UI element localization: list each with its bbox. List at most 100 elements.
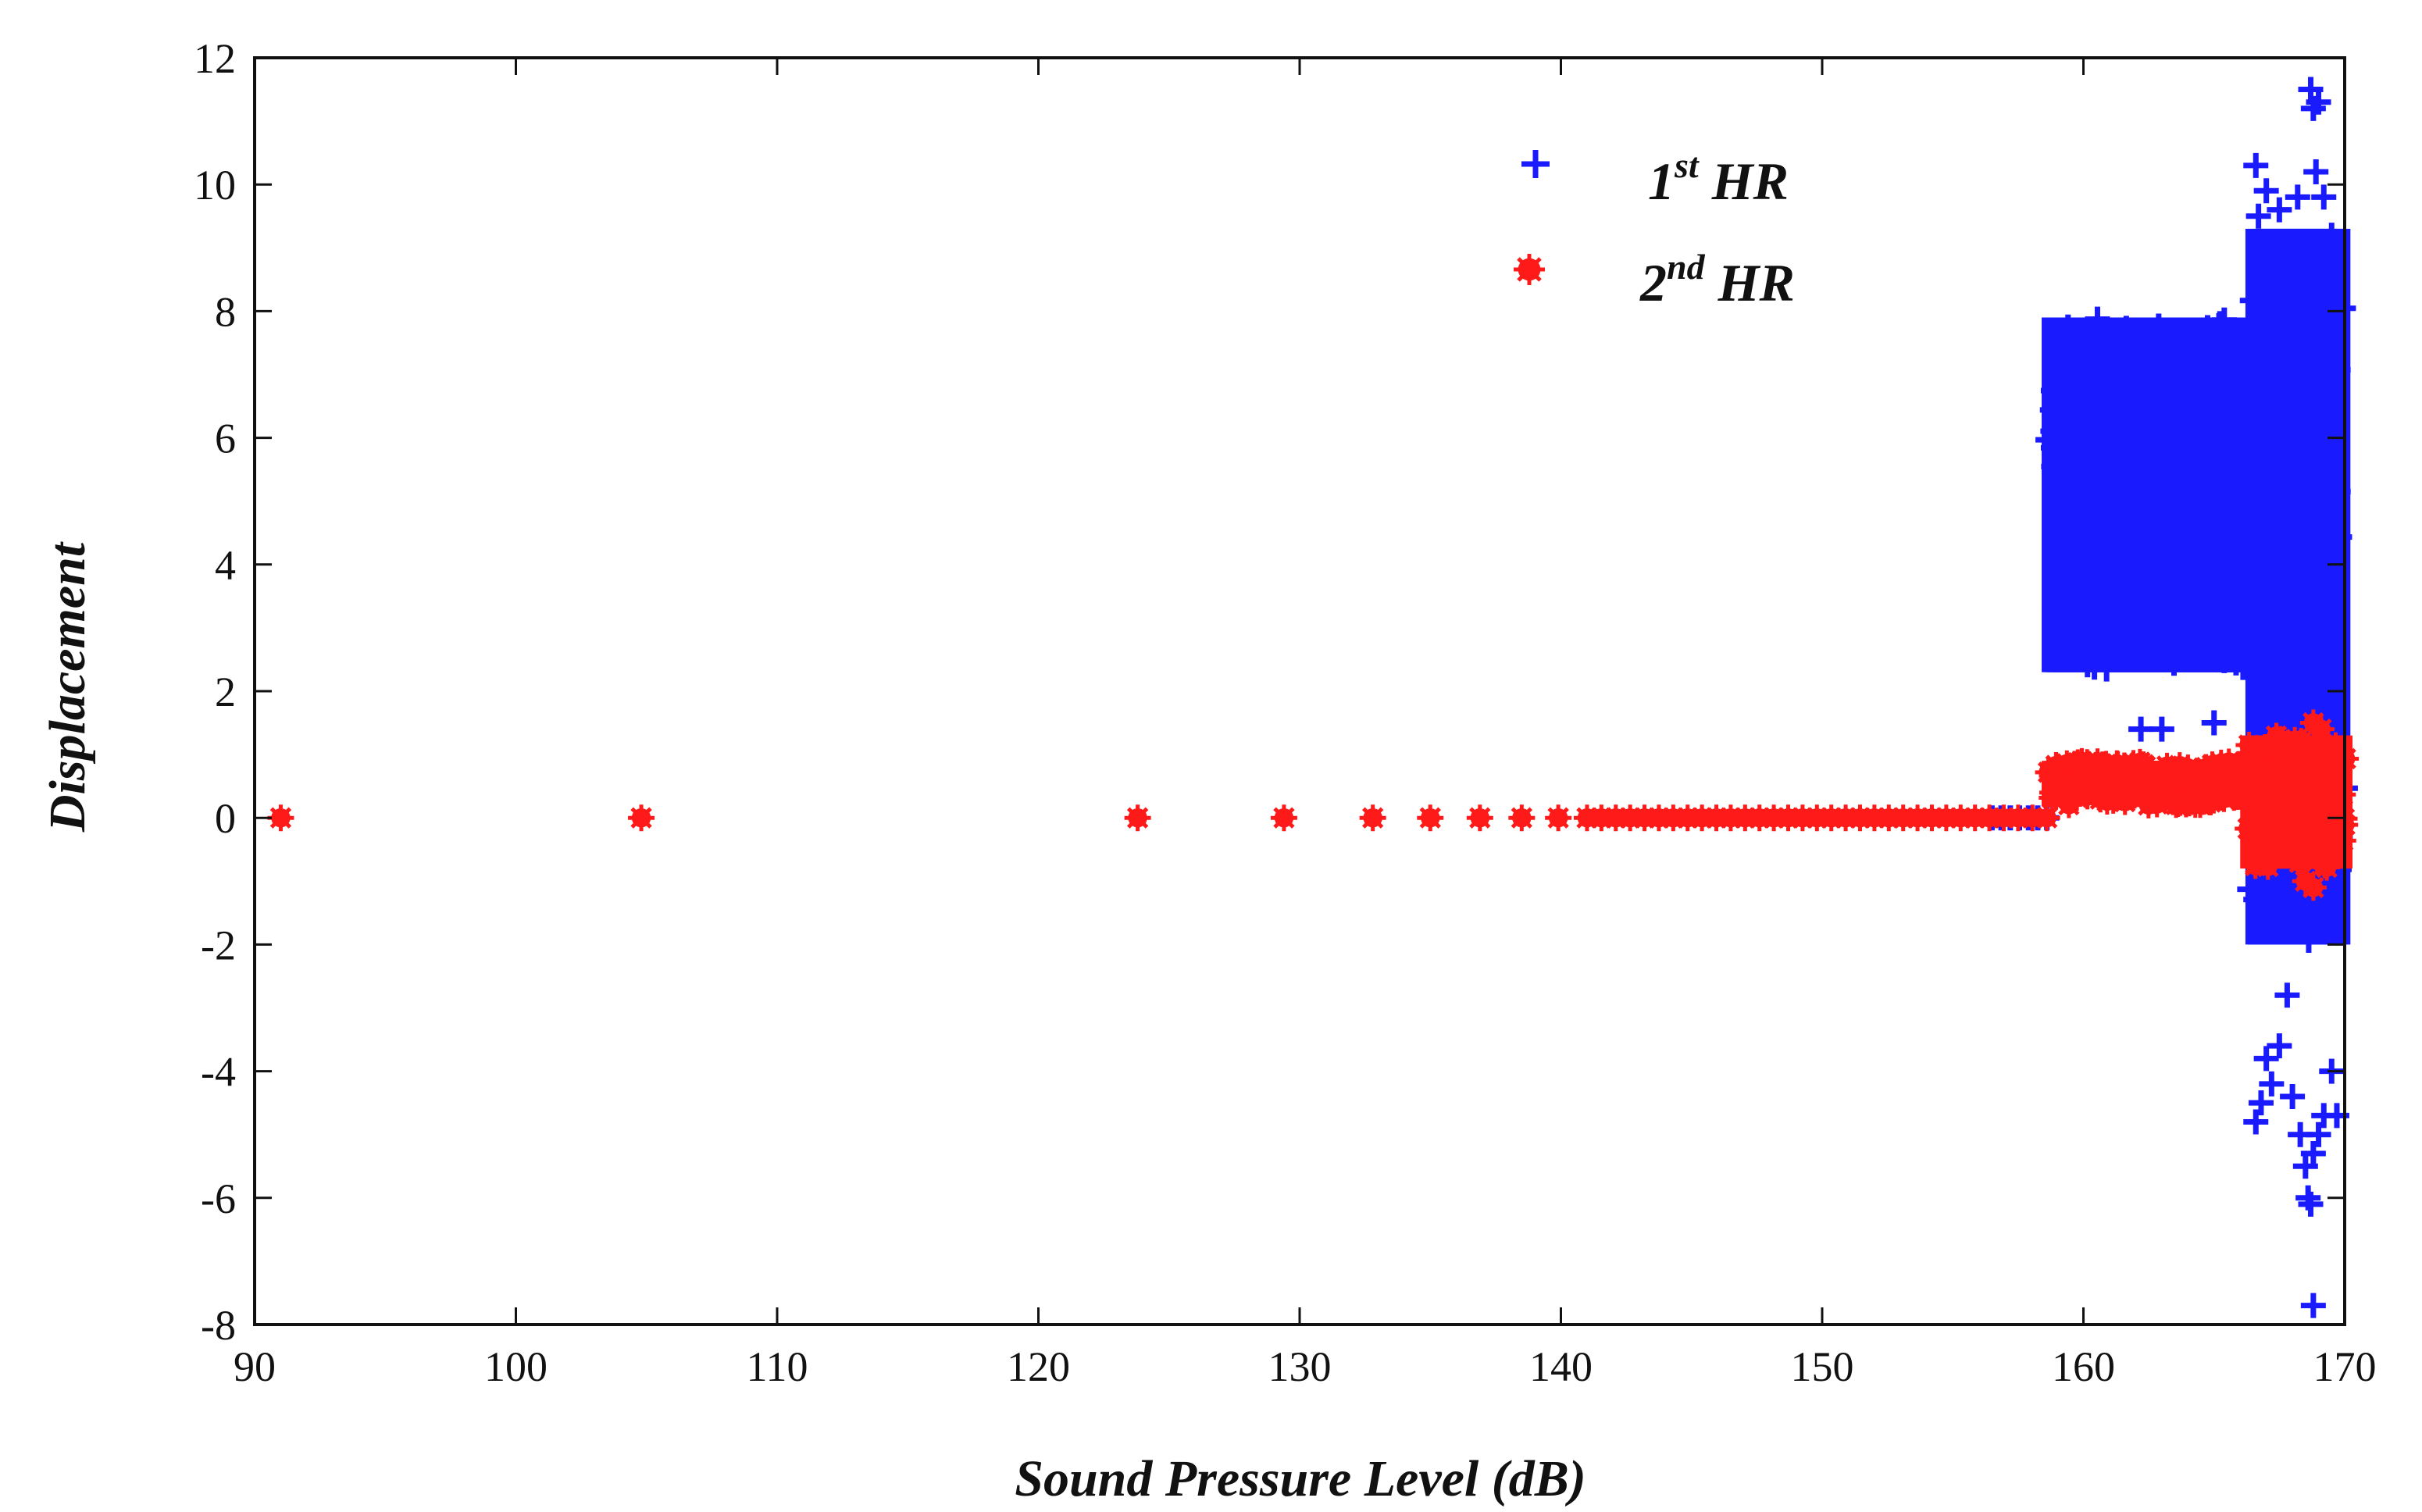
x-tick-label: 170 [2313,1343,2377,1390]
data-point [2019,804,2046,832]
data-point [1645,804,1672,832]
x-tick-label: 110 [747,1343,808,1390]
data-point [1660,804,1687,832]
data-point [2292,868,2319,895]
data-point [1775,804,1802,832]
data-point [1573,804,1600,832]
data-point [2319,223,2345,248]
data-point [628,804,655,832]
data-point [1674,804,1701,832]
data-point [2300,1141,2326,1167]
data-point [2267,1033,2292,1059]
data-point [1717,804,1744,832]
data-point [1417,804,1444,832]
data-point [2267,197,2292,223]
legend-marker-2nd-hr [1514,254,1545,285]
data-point [1875,804,1903,832]
data-point [2248,248,2274,273]
data-point [2253,178,2279,204]
axis-ticks: 90 100 110 120 130 140 150 160 170 -8 -6 -4 -2 0 2 4 6 8 1… [194,35,2377,1390]
data-point [1746,804,1773,832]
y-tick-label: 6 [215,415,236,462]
y-tick-label: 10 [194,162,236,209]
data-point [2300,1293,2326,1318]
x-tick-label: 140 [1529,1343,1593,1390]
data-point [1689,804,1716,832]
data-point [2298,1191,2324,1217]
y-tick-label: -2 [201,922,236,968]
x-tick-label: 90 [234,1343,276,1390]
series-2nd-hr [267,709,2360,901]
x-tick-label: 100 [484,1343,548,1390]
data-point [1817,804,1845,832]
data-point [1961,804,1989,832]
data-point [2128,716,2154,742]
data-layer [267,77,2360,1318]
legend-label-1st-hr: 1st HR [1648,145,1789,211]
data-point [1617,804,1644,832]
data-point [2311,184,2337,210]
data-point [2303,159,2329,184]
data-point [2253,1046,2279,1072]
data-point [1803,804,1831,832]
data-point [1588,804,1615,832]
data-point [2243,1109,2269,1135]
legend-label-2nd-hr: 2nd HR [1639,247,1795,312]
data-point [1832,804,1860,832]
data-point [2245,203,2271,229]
x-tick-label: 150 [1791,1343,1854,1390]
data-point [1789,804,1816,832]
data-point [2201,710,2227,736]
data-point [1947,804,1974,832]
y-tick-label: 4 [215,542,236,589]
data-point [1846,804,1874,832]
y-tick-label: 8 [215,288,236,335]
data-point [1932,804,1960,832]
data-point [2149,716,2174,742]
x-tick-label: 120 [1007,1343,1070,1390]
data-point [2248,1090,2274,1116]
x-axis-title: Sound Pressure Level (dB) [1015,1450,1586,1507]
data-point [1508,804,1536,832]
y-tick-label: -6 [201,1175,236,1222]
data-point [1602,804,1629,832]
data-point [1124,804,1151,832]
y-tick-label: -4 [201,1049,236,1096]
y-tick-label: 12 [194,35,236,82]
data-point [2274,982,2300,1008]
data-point [2285,184,2310,210]
series-1st-hr [1979,77,2358,1318]
data-point [2243,152,2269,178]
x-tick-label: 130 [1268,1343,1332,1390]
data-point [1631,804,1658,832]
data-point [1732,804,1759,832]
data-point [2306,89,2331,115]
data-point [2280,1084,2306,1110]
y-tick-label: -8 [201,1302,236,1349]
data-point [1990,804,2017,832]
legend: 1st HR 2nd HR [1514,145,1795,312]
data-point [2259,1071,2285,1097]
data-point [2033,804,2060,832]
data-point [267,804,294,832]
y-axis-title: Displacement [39,541,96,833]
data-point [1703,804,1730,832]
data-point [1760,804,1788,832]
data-point [1545,804,1572,832]
data-point [1270,804,1297,832]
y-tick-label: 0 [215,795,236,842]
data-point [1889,804,1917,832]
data-point [1860,804,1888,832]
y-tick-label: 2 [215,669,236,715]
legend-marker-1st-hr [1521,150,1550,178]
data-point [1918,804,1946,832]
data-point [2306,1122,2331,1147]
data-point [1359,804,1386,832]
data-point [2307,715,2335,743]
data-point [2292,1154,2318,1179]
data-point [1904,804,1932,832]
x-tick-label: 160 [2052,1343,2115,1390]
data-point [1976,804,2003,832]
